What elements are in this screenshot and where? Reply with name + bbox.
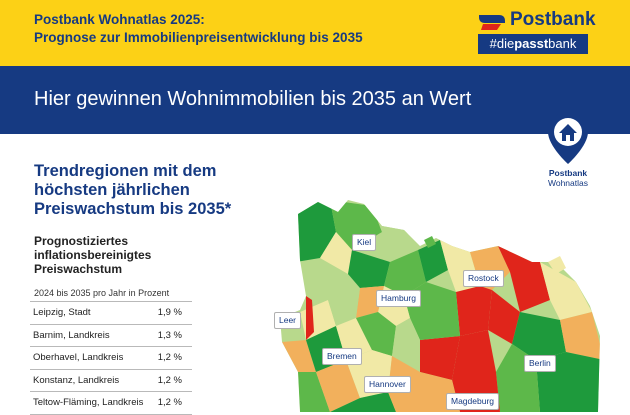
section-title-line: Trendregionen mit dem <box>34 162 217 180</box>
island-shape <box>424 236 436 248</box>
section-title-line: höchsten jährlichen <box>34 181 190 199</box>
region-cell: Teltow-Fläming, Landkreis <box>33 397 143 408</box>
island-shape <box>548 256 566 274</box>
growth-value: 1,2 % <box>157 397 182 408</box>
region-name: Barnim, <box>33 329 66 341</box>
section-title: Trendregionen mit dem höchsten jährliche… <box>34 162 231 219</box>
region-cell: Oberhavel, Landkreis <box>33 352 123 363</box>
top-header: Postbank Wohnatlas 2025: Prognose zur Im… <box>0 0 630 66</box>
table-row: Konstanz, Landkreis 1,2 % <box>30 370 192 392</box>
growth-value: 1,9 % <box>157 307 182 318</box>
hashtag-tagline: #diepasstbank <box>478 34 588 54</box>
region-type: Landkreis <box>68 329 110 341</box>
city-label-leer: Leer <box>274 312 302 329</box>
region-cell: Leipzig, Stadt <box>33 307 91 318</box>
island-shape <box>302 222 312 236</box>
map-regions <box>280 200 600 412</box>
logo-text: Postbank <box>510 9 596 30</box>
table-row: Oberhavel, Landkreis 1,2 % <box>30 347 192 370</box>
growth-value: 1,2 % <box>157 374 182 386</box>
region-cell: Barnim, Landkreis <box>33 330 110 341</box>
section-title-line: Preiswachstum bis 2035* <box>34 200 232 218</box>
city-label-berlin: Berlin <box>524 355 556 372</box>
region-name: Konstanz, <box>33 374 76 386</box>
region-type: Landkreis <box>77 374 120 386</box>
region-name: Oberhavel, <box>33 352 80 363</box>
header-title: Postbank Wohnatlas 2025: Prognose zur Im… <box>34 11 363 47</box>
region-name: Teltow-Fläming, <box>33 397 100 408</box>
growth-value: 1,2 % <box>157 352 182 363</box>
city-label-bremen: Bremen <box>322 348 362 365</box>
region-type: Landkreis <box>102 397 144 408</box>
region-cell: Konstanz, Landkreis <box>33 375 119 386</box>
badge-line1: Postbank <box>548 168 588 178</box>
city-label-rostock: Rostock <box>463 270 504 287</box>
table-row: Teltow-Fläming, Landkreis 1,2 % <box>30 392 192 415</box>
house-pin-icon <box>548 112 588 164</box>
postbank-logo-icon <box>479 15 505 30</box>
wohnatlas-badge-label: Postbank Wohnatlas <box>540 168 596 188</box>
table-row: Barnim, Landkreis 1,3 % <box>30 325 192 347</box>
banner-headline: Hier gewinnen Wohnimmobilien bis 2035 an… <box>34 88 472 110</box>
headline-banner: Hier gewinnen Wohnimmobilien bis 2035 an… <box>0 66 630 134</box>
trend-regions-table: Leipzig, Stadt 1,9 % Barnim, Landkreis 1… <box>30 301 192 415</box>
growth-value: 1,3 % <box>157 329 182 341</box>
tagline-prefix: #die <box>489 36 515 51</box>
header-title-line1: Postbank Wohnatlas 2025: <box>34 12 205 27</box>
region-type: Landkreis <box>82 352 124 363</box>
table-caption: 2024 bis 2035 pro Jahr in Prozent <box>34 288 170 298</box>
city-label-hannover: Hannover <box>364 376 411 393</box>
table-row: Leipzig, Stadt 1,9 % <box>30 301 192 325</box>
city-label-magdeburg: Magdeburg <box>446 393 500 410</box>
badge-line2: Wohnatlas <box>547 178 588 188</box>
city-label-hamburg: Hamburg <box>376 290 421 307</box>
tagline-suffix: bank <box>548 36 577 51</box>
table-heading-line: inflationsbereinigtes <box>34 248 152 262</box>
table-heading-line: Prognostiziertes <box>34 234 129 248</box>
table-heading-line: Preiswachstum <box>34 262 123 276</box>
tagline-bold: passt <box>514 36 549 51</box>
region-name: Leipzig, <box>33 307 66 318</box>
table-heading: Prognostiziertes inflationsbereinigtes P… <box>34 234 151 276</box>
header-title-line2: Prognose zur Immobilienpreisentwicklung … <box>34 30 363 45</box>
city-label-kiel: Kiel <box>352 234 377 251</box>
region-type: Stadt <box>68 307 91 318</box>
